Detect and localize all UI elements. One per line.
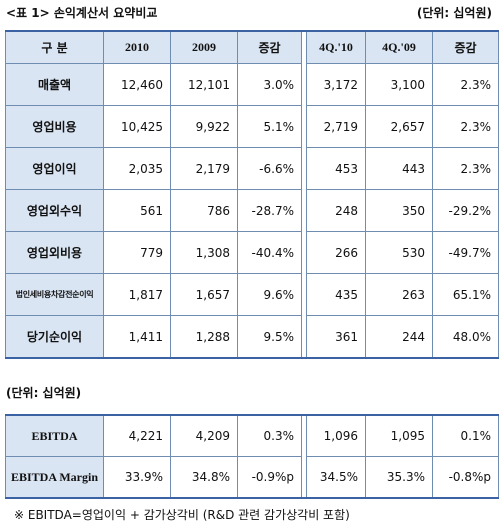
header-2009: 2009 — [170, 30, 238, 64]
table-row: 영업비용 10,425 9,922 5.1% 2,719 2,657 2.3% — [5, 105, 499, 148]
table-cell: 263 — [365, 273, 433, 316]
table-cell: 248 — [306, 189, 366, 232]
table-row: EBITDA 4,221 4,209 0.3% 1,096 1,095 0.1% — [5, 414, 499, 457]
header-category: 구 분 — [5, 30, 104, 64]
header-2010: 2010 — [103, 30, 171, 64]
row-label: 영업이익 — [5, 147, 104, 190]
table-cell: 4,209 — [170, 414, 238, 457]
table-cell: 350 — [365, 189, 433, 232]
table-cell: 453 — [306, 147, 366, 190]
table-cell: 1,096 — [306, 414, 366, 457]
table-cell: 12,101 — [170, 63, 238, 106]
table-cell: 9,922 — [170, 105, 238, 148]
table-cell: -6.6% — [237, 147, 302, 190]
row-label: EBITDA Margin — [5, 456, 104, 499]
table-cell: 1,411 — [103, 315, 171, 359]
ebitda-table: EBITDA 4,221 4,209 0.3% 1,096 1,095 0.1% EBITDA… — [5, 414, 499, 499]
header-change-quarter: 증감 — [432, 30, 499, 64]
table-row: 영업외비용 779 1,308 -40.4% 266 530 -49.7% — [5, 231, 499, 274]
table-cell: 2.3% — [432, 105, 499, 148]
table-cell: 2.3% — [432, 63, 499, 106]
unit-label-top: (단위: 십억원) — [416, 6, 492, 20]
row-label: 영업비용 — [5, 105, 104, 148]
table-cell: -29.2% — [432, 189, 499, 232]
row-label: 영업외비용 — [5, 231, 104, 274]
table-cell: 34.5% — [306, 456, 366, 499]
table-cell: 435 — [306, 273, 366, 316]
table-cell: 33.9% — [103, 456, 171, 499]
table-caption: <표 1> 손익계산서 요약비교 — [6, 6, 158, 20]
table-cell: 1,288 — [170, 315, 238, 359]
table-cell: 779 — [103, 231, 171, 274]
header-4q-10: 4Q.'10 — [306, 30, 366, 64]
table-cell: 1,817 — [103, 273, 171, 316]
table-row: EBITDA Margin 33.9% 34.8% -0.9%p 34.5% 35.3% -… — [5, 456, 499, 499]
table-cell: 48.0% — [432, 315, 499, 359]
table-cell: 65.1% — [432, 273, 499, 316]
income-statement-table: 구 분 2010 2009 증감 4Q.'10 4Q.'09 증감 매출액 12,… — [5, 30, 499, 359]
table-cell: -28.7% — [237, 189, 302, 232]
table-cell: -0.9%p — [237, 456, 302, 499]
table-cell: 9.6% — [237, 273, 302, 316]
table-cell: 3.0% — [237, 63, 302, 106]
table-cell: 1,657 — [170, 273, 238, 316]
row-label: EBITDA — [5, 414, 104, 457]
row-label: 당기순이익 — [5, 315, 104, 359]
table-row: 매출액 12,460 12,101 3.0% 3,172 3,100 2.3% — [5, 63, 499, 106]
table-cell: 9.5% — [237, 315, 302, 359]
table-cell: 2,179 — [170, 147, 238, 190]
table-row: 당기순이익 1,411 1,288 9.5% 361 244 48.0% — [5, 315, 499, 359]
table-cell: 266 — [306, 231, 366, 274]
table-cell: 5.1% — [237, 105, 302, 148]
unit-label-ebitda: (단위: 십억원) — [6, 386, 82, 400]
table-cell: 1,308 — [170, 231, 238, 274]
table-cell: 2,035 — [103, 147, 171, 190]
table-cell: 0.3% — [237, 414, 302, 457]
table-cell: 2,719 — [306, 105, 366, 148]
table-cell: 244 — [365, 315, 433, 359]
table-cell: 4,221 — [103, 414, 171, 457]
table-cell: 786 — [170, 189, 238, 232]
table-cell: 10,425 — [103, 105, 171, 148]
table-cell: 530 — [365, 231, 433, 274]
row-label: 영업외수익 — [5, 189, 104, 232]
table-cell: 1,095 — [365, 414, 433, 457]
row-label: 매출액 — [5, 63, 104, 106]
table-header-row: 구 분 2010 2009 증감 4Q.'10 4Q.'09 증감 — [5, 30, 499, 64]
table-row: 법인세비용차감전순이익 1,817 1,657 9.6% 435 263 65.1% — [5, 273, 499, 316]
table-cell: -49.7% — [432, 231, 499, 274]
header-change-annual: 증감 — [237, 30, 302, 64]
header-4q-09: 4Q.'09 — [365, 30, 433, 64]
table-cell: 443 — [365, 147, 433, 190]
table-cell: 3,100 — [365, 63, 433, 106]
table-cell: 3,172 — [306, 63, 366, 106]
table-cell: -0.8%p — [432, 456, 499, 499]
table-cell: 2,657 — [365, 105, 433, 148]
table-cell: 2.3% — [432, 147, 499, 190]
row-label: 법인세비용차감전순이익 — [5, 273, 104, 316]
table-row: 영업외수익 561 786 -28.7% 248 350 -29.2% — [5, 189, 499, 232]
table-cell: -40.4% — [237, 231, 302, 274]
table-cell: 35.3% — [365, 456, 433, 499]
table-cell: 12,460 — [103, 63, 171, 106]
table-cell: 561 — [103, 189, 171, 232]
footnote: ※ EBITDA=영업이익 + 감가상각비 (R&D 관련 감가상각비 포함) — [14, 508, 350, 522]
table-row: 영업이익 2,035 2,179 -6.6% 453 443 2.3% — [5, 147, 499, 190]
table-cell: 34.8% — [170, 456, 238, 499]
table-cell: 361 — [306, 315, 366, 359]
table-cell: 0.1% — [432, 414, 499, 457]
